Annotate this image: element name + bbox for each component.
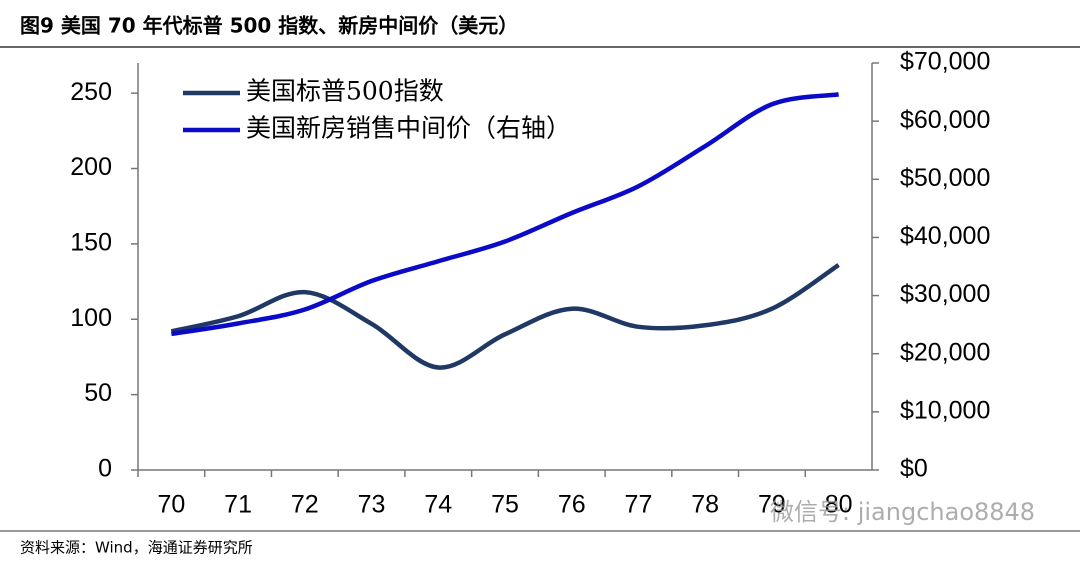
y-tick-label: 200: [70, 153, 112, 181]
x-tick-label: 74: [424, 491, 452, 519]
y2-tick-label: $20,000: [900, 338, 990, 366]
legend-label: 美国新房销售中间价（右轴）: [246, 114, 571, 143]
series-line: [171, 92, 839, 337]
y2-tick-label: $50,000: [900, 164, 990, 192]
x-tick-label: 71: [224, 491, 252, 519]
x-tick-label: 70: [157, 491, 185, 519]
x-tick-label: 80: [825, 491, 853, 519]
x-tick-label: 72: [291, 491, 319, 519]
y2-tick-label: $10,000: [900, 396, 990, 424]
x-tick-label: 79: [758, 491, 786, 519]
x-tick-label: 78: [691, 491, 719, 519]
y2-tick-label: $0: [900, 455, 928, 483]
source: 资料来源：Wind，海通证券研究所: [20, 539, 253, 557]
y-tick-label: 50: [84, 379, 112, 407]
y-tick-label: 150: [70, 228, 112, 256]
x-tick-label: 75: [491, 491, 519, 519]
legend-label: 美国标普500指数: [246, 77, 444, 106]
y-tick-label: 100: [70, 304, 112, 332]
x-tick-label: 73: [358, 491, 386, 519]
x-tick-label: 77: [625, 491, 653, 519]
watermark: 微信号: jiangchao8848: [770, 498, 1035, 526]
y2-tick-label: $40,000: [900, 222, 990, 250]
y2-tick-label: $70,000: [900, 48, 990, 76]
y2-tick-label: $60,000: [900, 106, 990, 134]
y2-tick-label: $30,000: [900, 280, 990, 308]
chart-title: 图9 美国 70 年代标普 500 指数、新房中间价（美元）: [20, 14, 518, 38]
series-line: [170, 263, 840, 370]
y-tick-label: 0: [98, 455, 112, 483]
y-tick-label: 250: [70, 78, 112, 106]
x-tick-label: 76: [558, 491, 586, 519]
